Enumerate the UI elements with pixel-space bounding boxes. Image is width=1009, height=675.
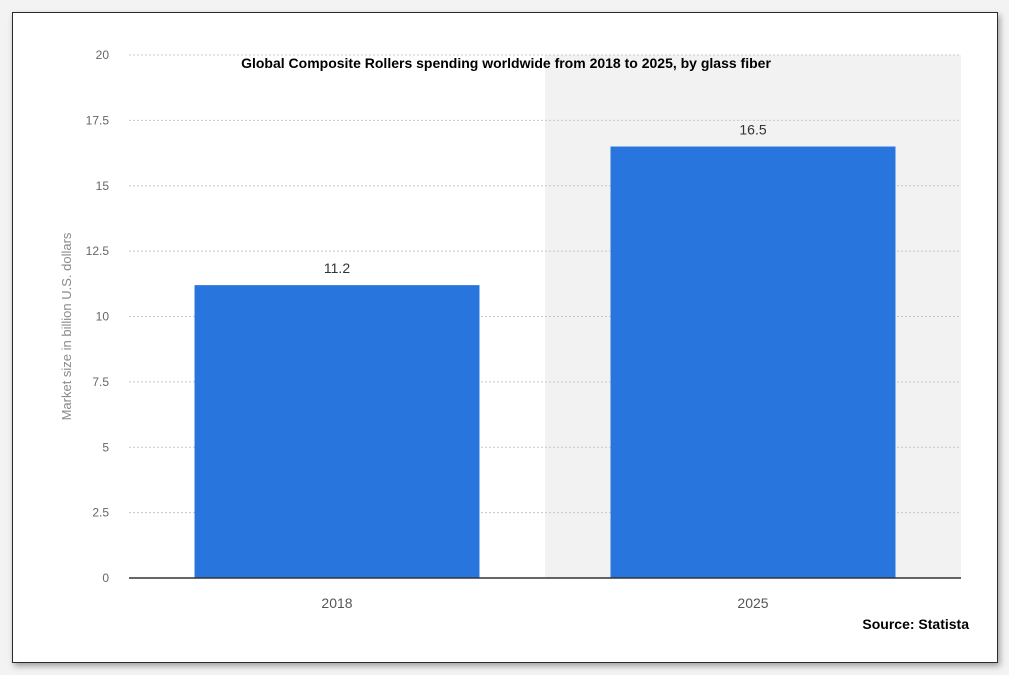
data-label: 11.2 <box>324 260 350 276</box>
y-tick-label: 12.5 <box>86 244 110 258</box>
source-note: Source: Statista <box>862 616 969 632</box>
y-tick-label: 20 <box>96 48 110 62</box>
data-label: 16.5 <box>739 122 766 138</box>
bar-2018 <box>194 285 480 578</box>
bar-2025 <box>610 146 896 578</box>
y-tick-label: 5 <box>102 440 109 454</box>
y-axis-title: Market size in billion U.S. dollars <box>59 232 74 420</box>
x-tick-label: 2018 <box>321 595 352 611</box>
y-tick-label: 10 <box>96 310 110 324</box>
y-tick-label: 17.5 <box>86 113 110 127</box>
y-tick-label: 15 <box>96 179 110 193</box>
y-tick-label: 0 <box>102 571 109 585</box>
x-tick-label: 2025 <box>737 595 768 611</box>
bar-chart: 0 2.5 5 7.5 10 12.5 15 17.5 20 Market size in bil… <box>59 48 961 611</box>
chart-title: Global Composite Rollers spending worldw… <box>241 55 771 71</box>
y-tick-label: 7.5 <box>92 375 109 389</box>
chart-frame: 0 2.5 5 7.5 10 12.5 15 17.5 20 Market size in bil… <box>12 12 998 663</box>
y-tick-label: 2.5 <box>92 506 109 520</box>
